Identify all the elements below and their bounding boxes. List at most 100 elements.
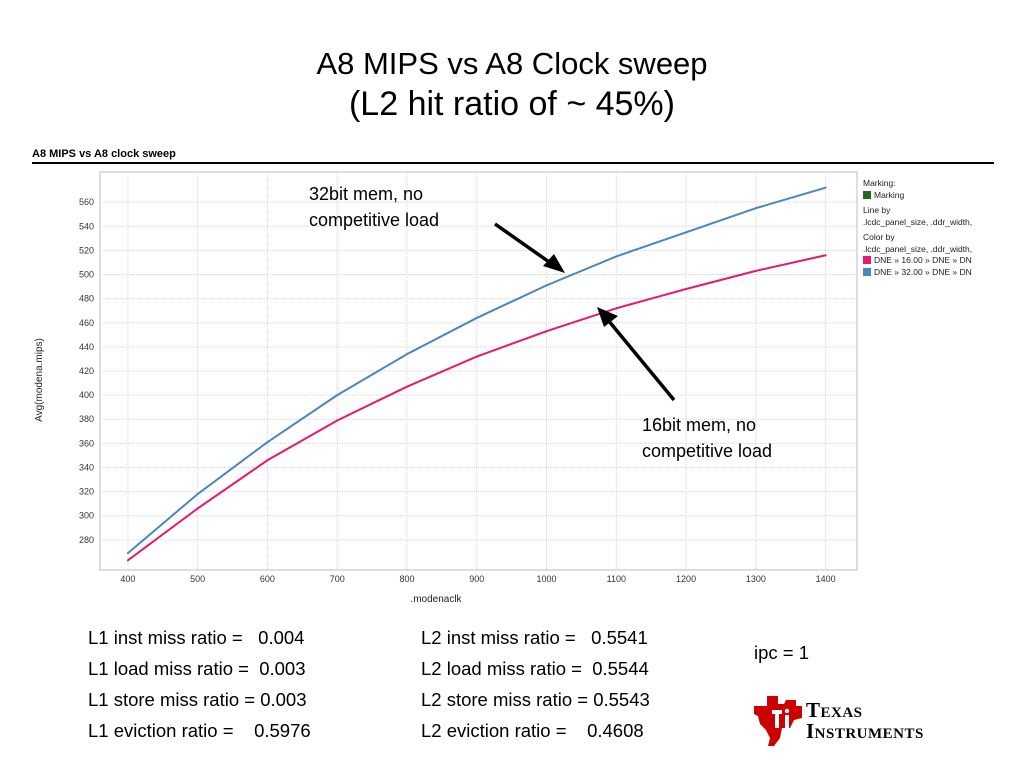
legend-marking-title: Marking: xyxy=(863,178,896,188)
data-point xyxy=(405,385,408,388)
x-tick-label: 600 xyxy=(260,574,275,584)
data-point xyxy=(336,419,339,422)
data-point xyxy=(685,287,688,290)
annotation-arrow-32bit xyxy=(493,222,565,273)
series-16bit-swatch xyxy=(863,256,871,264)
x-tick-label: 1100 xyxy=(607,574,626,584)
x-tick-label: 800 xyxy=(399,574,414,584)
stat-label: L1 load miss ratio = xyxy=(88,658,249,679)
l2-inst-miss-ratio: L2 inst miss ratio = 0.5541 xyxy=(421,622,650,653)
stat-label: L1 store miss ratio = xyxy=(88,689,256,710)
data-point xyxy=(615,255,618,258)
annotation-16bit: 16bit mem, no competitive load xyxy=(642,412,772,464)
annotation-32bit-line2: competitive load xyxy=(309,210,440,230)
data-point xyxy=(126,552,129,555)
annotation-32bit: 32bit mem, no competitive load xyxy=(309,181,439,233)
data-point xyxy=(685,231,688,234)
legend-item-16bit[interactable]: DNE » 16.00 » DNE » DN xyxy=(863,255,972,267)
x-tick-label: 1200 xyxy=(676,574,696,584)
legend-color-by-value: .lcdc_panel_size, .ddr_width, xyxy=(863,243,973,254)
stat-label: L2 inst miss ratio = xyxy=(421,627,576,648)
data-point xyxy=(126,559,129,562)
data-point xyxy=(475,316,478,319)
legend-marking-label: Marking xyxy=(874,189,905,200)
y-tick-label: 480 xyxy=(79,294,94,304)
stat-value: 0.003 xyxy=(260,689,307,710)
x-tick-label: 700 xyxy=(330,574,345,584)
slide-title-line1: A8 MIPS vs A8 Clock sweep xyxy=(316,46,708,81)
data-point xyxy=(615,307,618,310)
data-point xyxy=(266,459,269,462)
l1-inst-miss-ratio: L1 inst miss ratio = 0.004 xyxy=(88,622,311,653)
slide-title: A8 MIPS vs A8 Clock sweep (L2 hit ratio … xyxy=(0,44,1024,124)
data-point xyxy=(824,186,827,189)
x-tick-label: 400 xyxy=(120,574,135,584)
data-point xyxy=(196,493,199,496)
annotation-16bit-line1: 16bit mem, no xyxy=(642,415,757,435)
stat-value: 0.004 xyxy=(258,627,305,648)
stat-label: L1 eviction ratio = xyxy=(88,720,234,741)
l1-eviction-ratio: L1 eviction ratio = 0.5976 xyxy=(88,715,311,746)
y-tick-label: 440 xyxy=(79,342,94,352)
legend-item-32bit[interactable]: DNE » 32.00 » DNE » DN xyxy=(863,267,972,279)
x-tick-label: 1000 xyxy=(537,574,557,584)
stat-label: L1 inst miss ratio = xyxy=(88,627,243,648)
y-tick-label: 360 xyxy=(79,438,94,448)
stat-value: 0.003 xyxy=(259,658,306,679)
x-tick-label: 1400 xyxy=(816,574,836,584)
y-tick-label: 400 xyxy=(79,390,94,400)
slide-title-line2: (L2 hit ratio of ~ 45%) xyxy=(348,85,675,123)
legend-line-by-title: Line by xyxy=(863,205,891,215)
legend-color-by-title: Color by xyxy=(863,232,895,242)
annotation-arrow-16bit xyxy=(597,307,676,402)
y-tick-label: 420 xyxy=(79,366,94,376)
l2-eviction-ratio: L2 eviction ratio = 0.4608 xyxy=(421,715,650,746)
annotation-16bit-line2: competitive load xyxy=(642,441,773,461)
x-tick-label: 900 xyxy=(469,574,484,584)
y-tick-label: 380 xyxy=(79,414,94,424)
data-point xyxy=(336,394,339,397)
l1-store-miss-ratio: L1 store miss ratio = 0.003 xyxy=(88,684,311,715)
data-point xyxy=(405,353,408,356)
l2-store-miss-ratio: L2 store miss ratio = 0.5543 xyxy=(421,684,650,715)
x-axis-ticks: 400 500 600 700 800 900 1000 1100 1200 1300 1400 xyxy=(120,574,835,584)
y-tick-label: 500 xyxy=(79,270,94,280)
legend-label-32bit: DNE » 32.00 » DNE » DN xyxy=(874,266,972,277)
y-tick-label: 280 xyxy=(79,535,94,545)
data-point xyxy=(754,269,757,272)
y-axis-ticks: 280 300 320 340 360 380 400 420 440 460 480 500 520 5… xyxy=(79,197,94,545)
marking-swatch xyxy=(863,190,871,199)
legend-label-16bit: DNE » 16.00 » DNE » DN xyxy=(874,255,972,265)
stat-value: 0.5543 xyxy=(593,689,650,710)
y-tick-label: 340 xyxy=(79,462,94,472)
y-tick-label: 540 xyxy=(79,221,94,231)
grid-lines xyxy=(100,172,857,570)
ti-word-texas: Texas xyxy=(806,698,863,722)
y-axis-label: Avg(modena.mips) xyxy=(34,338,45,422)
data-point xyxy=(196,507,199,510)
legend-line-by-value: .lcdc_panel_size, .ddr_width, xyxy=(863,216,973,227)
x-tick-label: 500 xyxy=(190,574,205,584)
y-tick-label: 300 xyxy=(79,511,94,521)
ti-word-instruments: Instruments xyxy=(806,719,924,743)
legend-marking-item[interactable]: Marking xyxy=(863,190,972,202)
l1-stats: L1 inst miss ratio = 0.004 L1 load miss … xyxy=(88,622,311,746)
stat-label: L2 load miss ratio = xyxy=(421,658,582,679)
stat-value: 0.5541 xyxy=(591,627,648,648)
data-point xyxy=(545,330,548,333)
data-point xyxy=(754,207,757,210)
stat-value: 0.5544 xyxy=(592,658,649,679)
annotation-32bit-line1: 32bit mem, no xyxy=(309,184,424,204)
y-tick-label: 320 xyxy=(79,487,94,497)
y-tick-label: 560 xyxy=(79,197,94,207)
chart-legend: Marking: Marking Line by .lcdc_panel_siz… xyxy=(863,178,972,278)
stat-value: 0.5976 xyxy=(254,720,311,741)
data-point xyxy=(545,284,548,287)
stat-value: 0.4608 xyxy=(587,720,644,741)
data-point xyxy=(266,441,269,444)
series-32bit-swatch xyxy=(863,267,871,276)
data-point xyxy=(475,355,478,358)
texas-instruments-logo-icon xyxy=(754,696,802,746)
l2-load-miss-ratio: L2 load miss ratio = 0.5544 xyxy=(421,653,650,684)
